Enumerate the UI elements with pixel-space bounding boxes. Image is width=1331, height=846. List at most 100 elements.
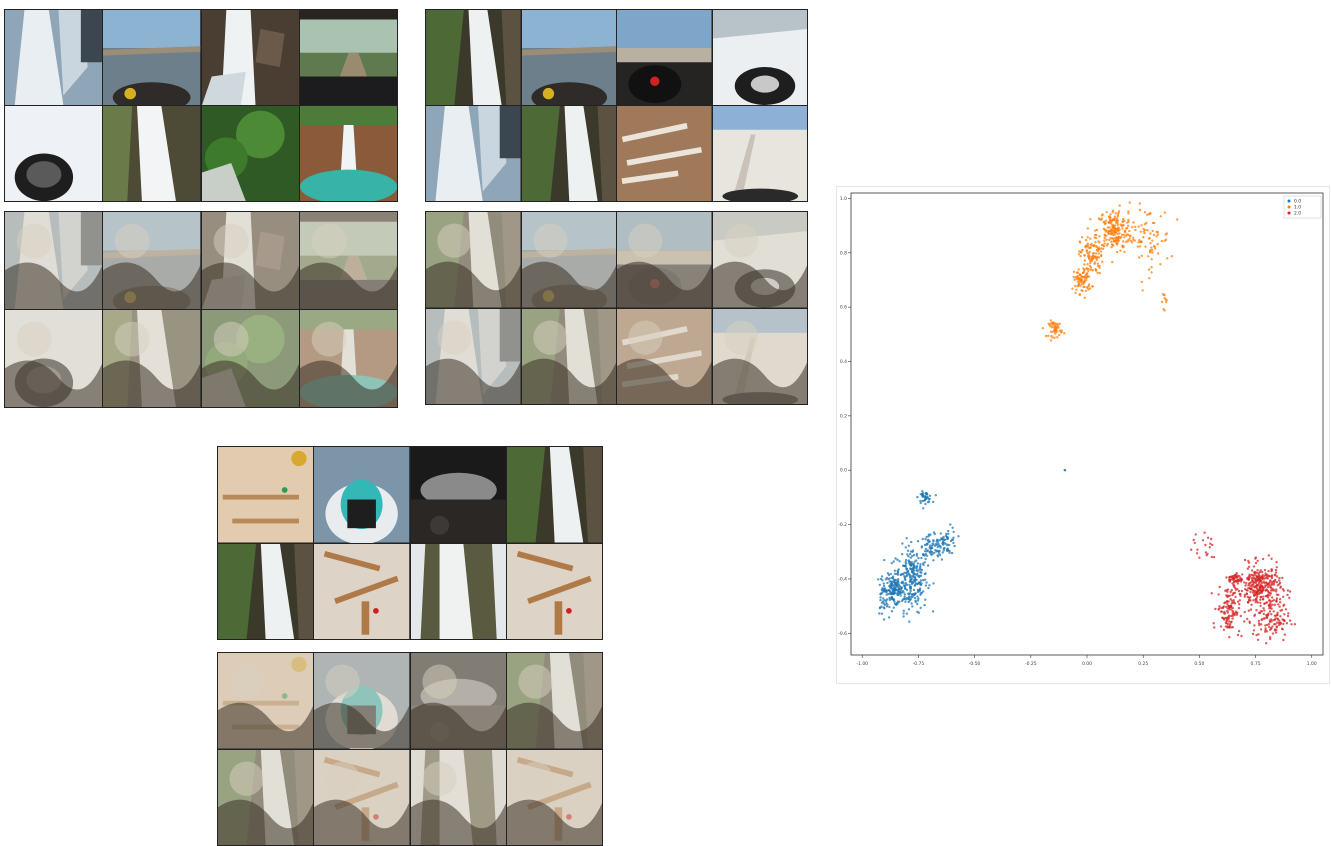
scatter-point [878, 583, 881, 587]
scatter-point [1256, 593, 1259, 596]
scatter-point [1228, 636, 1231, 639]
scatter-point [1227, 620, 1231, 623]
scatter-point [883, 588, 886, 591]
scatter-point [910, 540, 913, 544]
image-tile [617, 106, 712, 201]
scatter-point [1268, 594, 1271, 597]
legend-label: 2.0 [1294, 211, 1301, 217]
scatter-point [924, 557, 927, 561]
scatter-point [1087, 269, 1090, 273]
scatter-point [1110, 240, 1113, 243]
scatter-point [1140, 240, 1143, 243]
scatter-point [939, 553, 942, 557]
scatter-point [1163, 309, 1166, 312]
scatter-point [1268, 619, 1272, 622]
scatter-point [1150, 271, 1153, 274]
scatter-point [1201, 539, 1205, 542]
scatter-point [1096, 271, 1099, 274]
scatter-point [1263, 574, 1266, 577]
scatter-point [921, 490, 924, 493]
scatter-point [905, 575, 908, 578]
scatter-point [1083, 263, 1086, 266]
scatter-point [1288, 590, 1292, 593]
scatter-point [1257, 619, 1260, 623]
scatter-point [917, 556, 920, 560]
scatter-point [924, 552, 928, 556]
scatter-point [888, 580, 891, 583]
scatter-point [1225, 576, 1228, 579]
scatter-point [904, 598, 908, 601]
scatter-point [1237, 606, 1241, 610]
scatter-point [1283, 613, 1286, 616]
scatter-point [1063, 468, 1066, 472]
scatter-point [1101, 247, 1105, 250]
scatter-point [901, 542, 904, 545]
scatter-point [1286, 589, 1290, 592]
scatter-point [1257, 583, 1260, 586]
scatter-point [1088, 287, 1092, 290]
scatter-point [889, 582, 892, 586]
scatter-point [1278, 576, 1281, 580]
scatter-point [947, 532, 950, 536]
scatter-point [1082, 275, 1085, 279]
scatter-point [1058, 329, 1061, 332]
scatter-point [1274, 631, 1278, 634]
scatter-point [1250, 603, 1253, 606]
scatter-point [1231, 593, 1234, 597]
scatter-point [1278, 581, 1282, 585]
scatter-point [903, 595, 906, 598]
scatter-point [1139, 230, 1142, 233]
scatter-point [1204, 543, 1207, 547]
scatter-point [884, 578, 888, 581]
scatter-point [1084, 275, 1087, 278]
scatter-point [909, 590, 912, 593]
scatter-point [1241, 573, 1244, 576]
scatter-point [1249, 596, 1252, 599]
scatter-point [1164, 300, 1168, 304]
scatter-point [1275, 600, 1278, 603]
image-tile [712, 308, 807, 404]
scatter-point [1233, 591, 1237, 594]
scatter-point [1097, 252, 1100, 255]
scatter-point [1255, 584, 1258, 588]
scatter-point [1083, 280, 1086, 283]
image-tile [506, 543, 602, 639]
scatter-point [1063, 332, 1066, 335]
scatter-point [1270, 576, 1274, 580]
scatter-point [1278, 605, 1281, 608]
scatter-point [878, 612, 881, 615]
scatter-point [1249, 608, 1253, 611]
scatter-point [925, 550, 929, 553]
scatter-point [1271, 625, 1274, 628]
scatter-point [1227, 614, 1231, 617]
scatter-point [1259, 628, 1263, 631]
scatter-point [1235, 572, 1238, 575]
scatter-point [1151, 229, 1154, 233]
scatter-point [900, 591, 904, 594]
scatter-point [1279, 622, 1282, 625]
scatter-point [1224, 589, 1227, 592]
scatter-point [1156, 252, 1160, 255]
scatter-point [1226, 609, 1229, 613]
scatter-point [1279, 615, 1282, 618]
scatter-point [1208, 546, 1211, 549]
scatter-point [927, 497, 931, 501]
scatter-point [902, 564, 905, 567]
scatter-point [1233, 612, 1236, 616]
image-tile [521, 308, 616, 404]
panel-top-middle-reconstructions [425, 211, 808, 405]
scatter-point [920, 545, 923, 548]
scatter-point [1073, 278, 1076, 281]
scatter-point [1123, 250, 1126, 254]
scatter-point [934, 494, 937, 497]
scatter-point [925, 497, 928, 500]
scatter-point [1094, 241, 1097, 244]
scatter-point [1236, 633, 1240, 637]
scatter-point [1277, 593, 1280, 597]
scatter-point [1235, 613, 1239, 616]
scatter-point [1228, 578, 1231, 581]
scatter-point [1252, 581, 1255, 584]
scatter-point [902, 609, 905, 612]
scatter-point [1109, 230, 1112, 233]
image-tile [314, 653, 410, 749]
